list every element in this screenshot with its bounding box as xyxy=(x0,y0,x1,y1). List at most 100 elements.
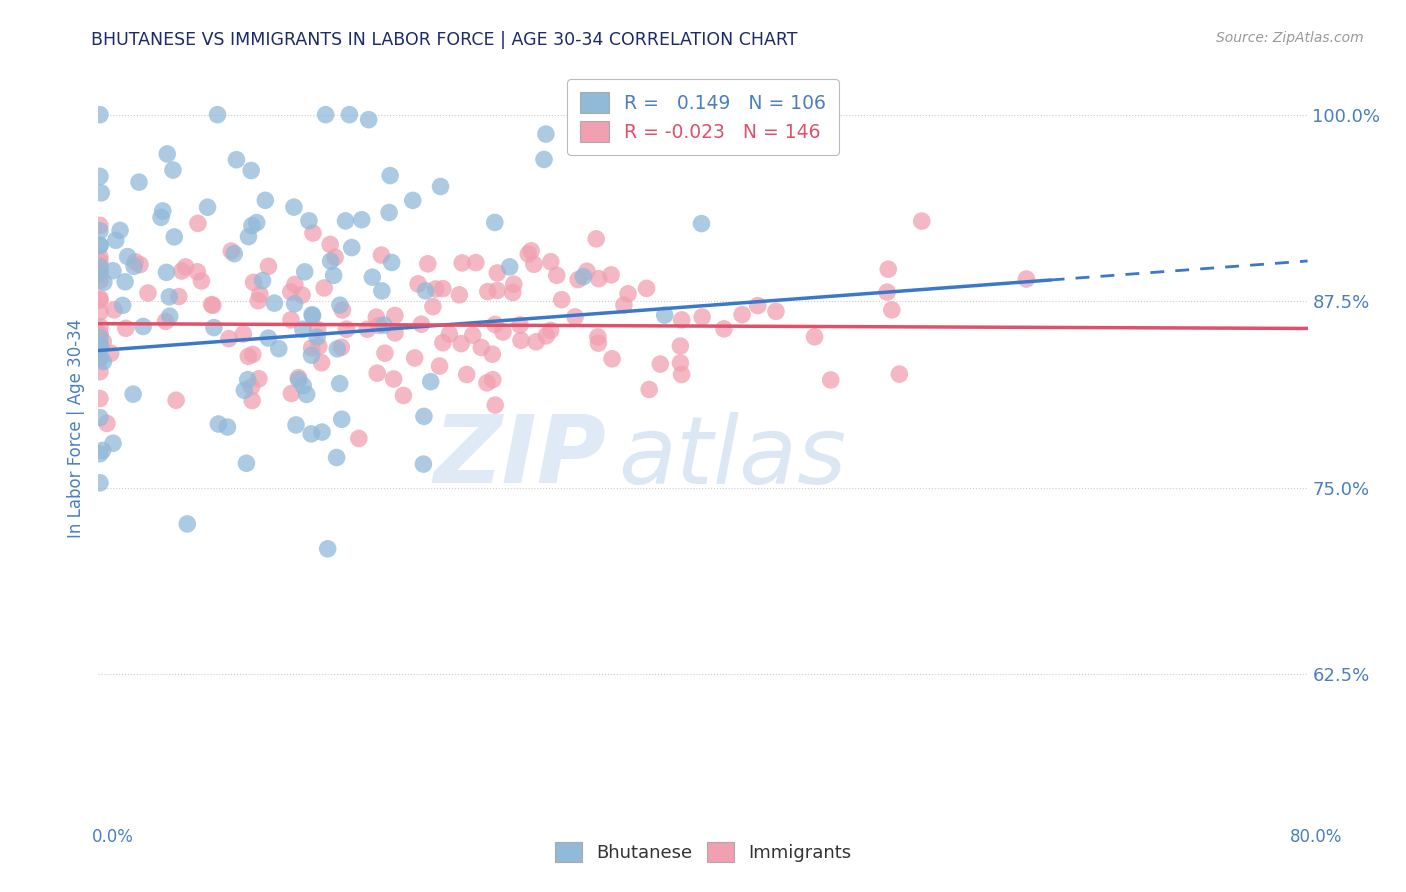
Text: BHUTANESE VS IMMIGRANTS IN LABOR FORCE | AGE 30-34 CORRELATION CHART: BHUTANESE VS IMMIGRANTS IN LABOR FORCE |… xyxy=(91,31,797,49)
Point xyxy=(283,200,305,214)
Point xyxy=(337,108,360,122)
Point xyxy=(280,386,302,401)
Point xyxy=(316,541,339,556)
Point xyxy=(486,266,509,280)
Point xyxy=(236,373,259,387)
Point xyxy=(89,219,111,233)
Point xyxy=(104,233,127,247)
Point xyxy=(284,277,307,292)
Point xyxy=(201,298,224,312)
Point xyxy=(291,322,314,336)
Point xyxy=(89,224,111,238)
Point xyxy=(292,378,315,392)
Point xyxy=(425,282,447,296)
Point xyxy=(373,318,395,333)
Point xyxy=(378,169,401,183)
Point xyxy=(249,287,271,301)
Point xyxy=(371,284,394,298)
Point xyxy=(308,339,330,353)
Point xyxy=(89,305,111,319)
Point xyxy=(678,108,700,122)
Point xyxy=(384,309,406,323)
Point xyxy=(263,296,285,310)
Point xyxy=(163,230,186,244)
Point xyxy=(233,384,256,398)
Point xyxy=(370,248,392,262)
Point xyxy=(315,108,337,122)
Point xyxy=(713,322,735,336)
Point xyxy=(550,293,572,307)
Point xyxy=(450,336,472,351)
Point xyxy=(361,270,384,285)
Point xyxy=(89,238,111,252)
Point xyxy=(217,420,239,434)
Point xyxy=(301,309,323,323)
Point xyxy=(122,387,145,401)
Point xyxy=(319,237,342,252)
Point xyxy=(132,319,155,334)
Text: 80.0%: 80.0% xyxy=(1291,828,1343,846)
Point xyxy=(114,321,136,335)
Point xyxy=(89,335,111,350)
Text: ZIP: ZIP xyxy=(433,411,606,503)
Point xyxy=(101,264,124,278)
Point xyxy=(298,213,321,227)
Point xyxy=(89,475,111,490)
Point xyxy=(484,318,506,332)
Point xyxy=(89,365,111,379)
Point xyxy=(89,351,111,365)
Point xyxy=(690,310,713,324)
Point xyxy=(600,268,623,282)
Point xyxy=(481,373,503,387)
Point xyxy=(285,417,308,432)
Point xyxy=(224,246,246,260)
Point xyxy=(600,351,623,366)
Point xyxy=(322,268,344,283)
Point xyxy=(301,308,323,322)
Point xyxy=(326,342,349,356)
Point xyxy=(820,373,842,387)
Point xyxy=(613,298,636,312)
Point xyxy=(247,293,270,308)
Point xyxy=(439,327,461,342)
Point xyxy=(378,205,401,219)
Point xyxy=(429,179,451,194)
Point xyxy=(218,332,240,346)
Point xyxy=(124,254,146,268)
Point xyxy=(295,387,318,401)
Point xyxy=(412,457,434,471)
Point xyxy=(89,351,111,366)
Point xyxy=(404,351,426,365)
Point xyxy=(329,376,352,391)
Point xyxy=(451,256,474,270)
Point xyxy=(101,436,124,450)
Point xyxy=(136,286,159,301)
Point xyxy=(374,346,396,360)
Point xyxy=(197,200,219,214)
Point xyxy=(91,334,114,349)
Point xyxy=(89,267,111,281)
Point xyxy=(89,292,111,306)
Point xyxy=(114,275,136,289)
Point xyxy=(524,334,547,349)
Point xyxy=(588,271,610,285)
Point xyxy=(219,244,242,258)
Point xyxy=(280,313,302,327)
Point xyxy=(100,346,122,360)
Point xyxy=(311,356,333,370)
Point xyxy=(533,153,555,167)
Point xyxy=(89,238,111,252)
Point xyxy=(654,308,676,322)
Point xyxy=(429,359,451,373)
Point xyxy=(284,297,307,311)
Point xyxy=(129,258,152,272)
Point xyxy=(200,298,222,312)
Text: Source: ZipAtlas.com: Source: ZipAtlas.com xyxy=(1216,31,1364,45)
Point xyxy=(889,367,911,381)
Text: atlas: atlas xyxy=(619,412,846,503)
Point xyxy=(803,330,825,344)
Point xyxy=(155,265,177,279)
Point xyxy=(117,250,139,264)
Point xyxy=(350,212,373,227)
Point xyxy=(89,328,111,343)
